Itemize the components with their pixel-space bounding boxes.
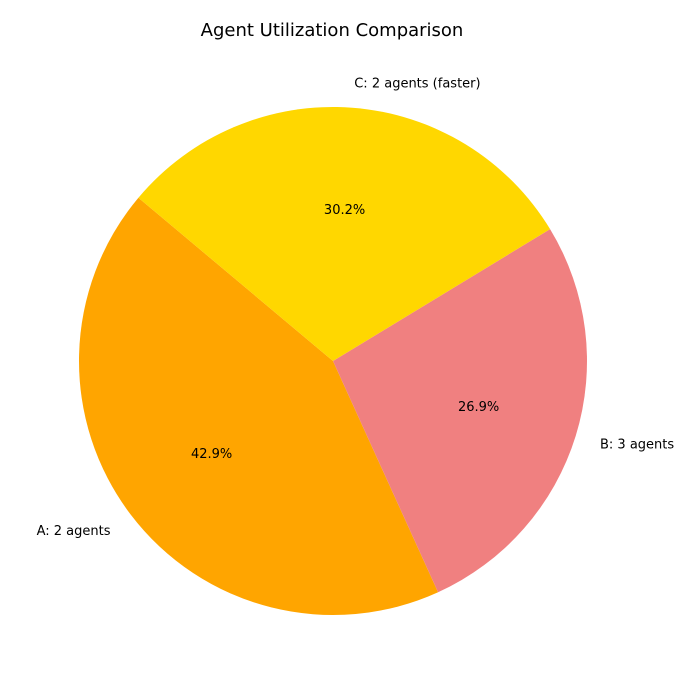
pie-percent-label-3: 30.2% — [324, 203, 365, 218]
chart-title: Agent Utilization Comparison — [201, 20, 464, 41]
pie-slice-1 — [78, 197, 439, 616]
pie-slices — [78, 106, 587, 616]
pie-slice-3 — [138, 106, 551, 361]
pie-percent-label-2: 26.9% — [458, 400, 499, 415]
pie-slice-2 — [333, 229, 587, 593]
pie-category-label-2: B: 3 agents — [600, 437, 674, 452]
pie-percent-label-1: 42.9% — [191, 447, 232, 462]
pie-category-label-3: C: 2 agents (faster) — [354, 76, 480, 91]
pie-labels: 42.9% A: 2 agents 26.9% B: 3 agents 30.2% C: … — [37, 76, 675, 539]
pie-category-label-1: A: 2 agents — [37, 524, 111, 539]
